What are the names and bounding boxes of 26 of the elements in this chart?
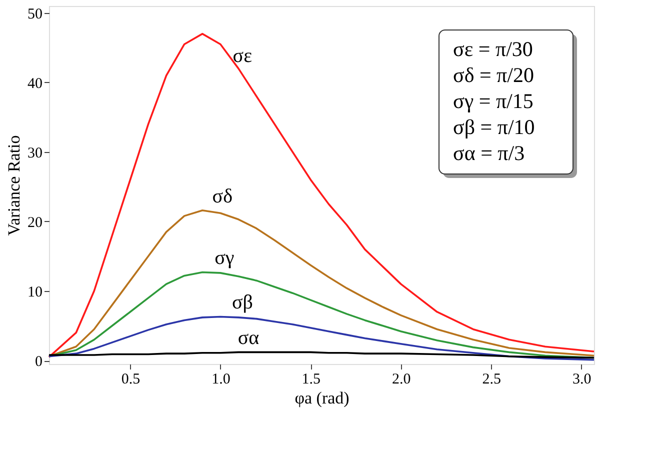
annotation: σε = π/30 (453, 37, 533, 61)
x-tick-label: 3.0 (572, 372, 592, 388)
y-tick-label: 40 (28, 76, 42, 92)
line-series (48, 32, 595, 358)
y-tick-label: 10 (28, 284, 42, 301)
series-label: σγ (214, 247, 234, 270)
series-label: σε (232, 44, 252, 67)
x-tick-label: 1.0 (212, 372, 230, 388)
y-tick-label: 20 (28, 214, 42, 231)
annotation: σβ = π/10 (453, 115, 535, 139)
y-tick-label: 30 (28, 145, 42, 162)
series-label: σβ (232, 292, 253, 314)
x-tick-label: 2.5 (482, 372, 502, 388)
annotation: σγ = π/15 (453, 89, 534, 113)
y-tick-label: 0 (35, 354, 42, 370)
x-axis-title: φa (rad) (294, 388, 350, 408)
line-series (48, 316, 595, 361)
x-tick-label: 2.0 (392, 372, 411, 388)
series-label: σδ (212, 185, 233, 208)
annotation: σα = π/3 (453, 141, 525, 165)
annotation: σδ = π/20 (453, 63, 534, 87)
y-axis-title: Variance Ratio (4, 135, 24, 236)
x-tick-label: 1.5 (302, 372, 321, 388)
series-label: σα (238, 327, 260, 350)
x-tick-label: 0.5 (121, 372, 140, 388)
y-tick-label: 50 (28, 6, 42, 22)
